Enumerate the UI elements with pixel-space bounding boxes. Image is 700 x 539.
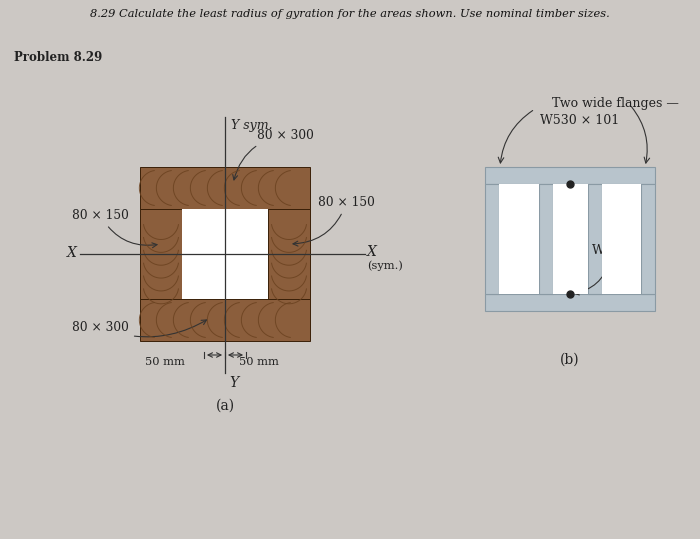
Text: X: X (367, 245, 377, 259)
Bar (140, 167, 310, 209)
Text: 80 × 150: 80 × 150 (293, 196, 375, 246)
Text: W530 × 101: W530 × 101 (540, 114, 620, 127)
Bar (552, 184, 587, 294)
Bar (182, 209, 268, 299)
Text: Y: Y (229, 376, 238, 390)
Bar (538, 184, 552, 294)
Bar (587, 184, 601, 294)
Text: 80 × 150: 80 × 150 (72, 209, 157, 248)
Bar (140, 209, 182, 299)
Text: Y sym.: Y sym. (231, 119, 272, 132)
Text: 80 × 300: 80 × 300 (233, 129, 314, 180)
Text: (sym.): (sym.) (367, 261, 403, 271)
Text: (a): (a) (216, 399, 234, 413)
Bar (485, 167, 655, 184)
Bar (499, 184, 538, 294)
Text: Welds: Welds (574, 244, 630, 295)
Text: 50 mm: 50 mm (145, 357, 185, 367)
Text: 8.29 Calculate the least radius of gyration for the areas shown. Use nominal tim: 8.29 Calculate the least radius of gyrat… (90, 9, 610, 19)
Bar (641, 184, 655, 294)
Bar (140, 299, 310, 341)
Text: (b): (b) (560, 353, 580, 367)
Text: Two wide flanges —: Two wide flanges — (552, 97, 679, 110)
Bar (268, 209, 310, 299)
Text: 80 × 300: 80 × 300 (72, 320, 206, 337)
Text: 50 mm: 50 mm (239, 357, 279, 367)
Bar (601, 184, 641, 294)
Bar (485, 184, 499, 294)
Text: Problem 8.29: Problem 8.29 (14, 51, 102, 64)
Bar (485, 294, 655, 311)
Text: X: X (67, 246, 77, 260)
